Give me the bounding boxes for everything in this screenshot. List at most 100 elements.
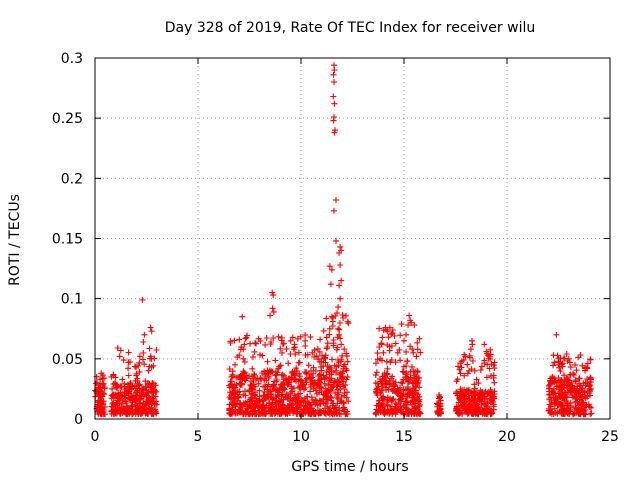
data-point — [405, 390, 412, 397]
data-point — [317, 336, 324, 343]
data-point — [409, 363, 415, 370]
data-point — [565, 355, 572, 362]
data-point — [491, 379, 498, 386]
data-point — [373, 369, 380, 376]
data-point — [268, 339, 275, 345]
data-point — [232, 361, 238, 368]
data-point — [328, 365, 334, 371]
data-point — [411, 322, 418, 329]
data-point — [309, 377, 316, 384]
data-point — [397, 384, 403, 391]
data-point — [327, 405, 333, 411]
data-point — [487, 411, 494, 418]
data-point — [112, 384, 119, 391]
data-point — [330, 71, 337, 78]
data-point — [293, 365, 300, 372]
data-point — [457, 397, 464, 404]
x-tick-labels: 0 5 10 15 20 25 — [91, 429, 619, 445]
data-point — [235, 406, 242, 413]
data-point — [229, 368, 236, 375]
data-point — [280, 396, 287, 403]
data-point — [275, 333, 282, 340]
data-point — [228, 378, 235, 385]
data-point — [413, 353, 420, 360]
data-point — [323, 315, 330, 322]
data-point — [303, 375, 310, 382]
data-point — [116, 353, 123, 360]
y-tick-label: 0.25 — [52, 111, 83, 127]
data-point — [297, 382, 304, 389]
data-point — [297, 390, 304, 397]
data-point — [481, 395, 488, 402]
data-point — [338, 356, 345, 363]
data-point — [397, 393, 404, 400]
data-point — [100, 390, 107, 397]
data-point — [389, 373, 396, 380]
data-point — [274, 369, 281, 376]
data-point — [110, 391, 117, 398]
data-point — [398, 321, 405, 328]
data-point — [458, 358, 465, 365]
data-point — [291, 371, 298, 378]
data-point — [336, 331, 343, 338]
data-point — [152, 408, 159, 415]
data-point — [412, 389, 419, 396]
data-point — [143, 410, 150, 416]
data-point — [330, 117, 337, 124]
data-point — [256, 396, 263, 403]
data-point — [341, 346, 348, 353]
data-point — [253, 340, 259, 347]
data-point — [403, 331, 410, 338]
data-point — [295, 359, 302, 366]
data-point — [309, 380, 316, 387]
data-point — [481, 341, 488, 348]
y-tick-label: 0 — [74, 412, 83, 428]
data-point — [403, 401, 410, 408]
data-point — [232, 410, 239, 417]
data-point — [257, 351, 263, 358]
data-point — [389, 327, 396, 333]
data-point — [279, 401, 286, 408]
data-point — [580, 410, 587, 417]
data-point — [331, 362, 338, 369]
data-point — [322, 359, 329, 366]
data-point — [141, 331, 148, 338]
data-point — [340, 315, 347, 321]
data-point — [240, 391, 247, 398]
data-point — [391, 333, 398, 339]
data-point — [392, 340, 399, 347]
data-point — [372, 410, 379, 417]
data-point — [93, 380, 99, 387]
data-point — [547, 394, 554, 401]
data-point — [582, 411, 588, 418]
data-point — [145, 367, 152, 374]
data-point — [248, 394, 254, 401]
data-point — [586, 376, 593, 383]
data-point — [584, 365, 591, 372]
data-point — [122, 398, 129, 405]
data-point — [550, 411, 557, 417]
data-point — [337, 295, 344, 302]
data-point — [572, 398, 579, 405]
data-point — [236, 336, 243, 343]
data-point — [277, 345, 284, 352]
data-point — [102, 411, 108, 418]
data-point — [470, 395, 477, 402]
data-point — [152, 382, 159, 389]
data-point — [330, 342, 337, 349]
data-point — [569, 392, 575, 399]
data-point — [551, 385, 557, 392]
data-point — [147, 324, 154, 331]
data-point — [331, 129, 338, 136]
data-point — [273, 407, 280, 414]
data-point — [333, 237, 339, 244]
data-point — [328, 313, 335, 320]
data-point — [378, 340, 385, 347]
data-point — [231, 337, 238, 344]
data-point — [149, 400, 156, 406]
data-point — [101, 375, 108, 382]
data-point — [142, 402, 149, 409]
data-point — [559, 391, 566, 398]
data-point — [331, 100, 338, 107]
data-point — [232, 401, 239, 408]
